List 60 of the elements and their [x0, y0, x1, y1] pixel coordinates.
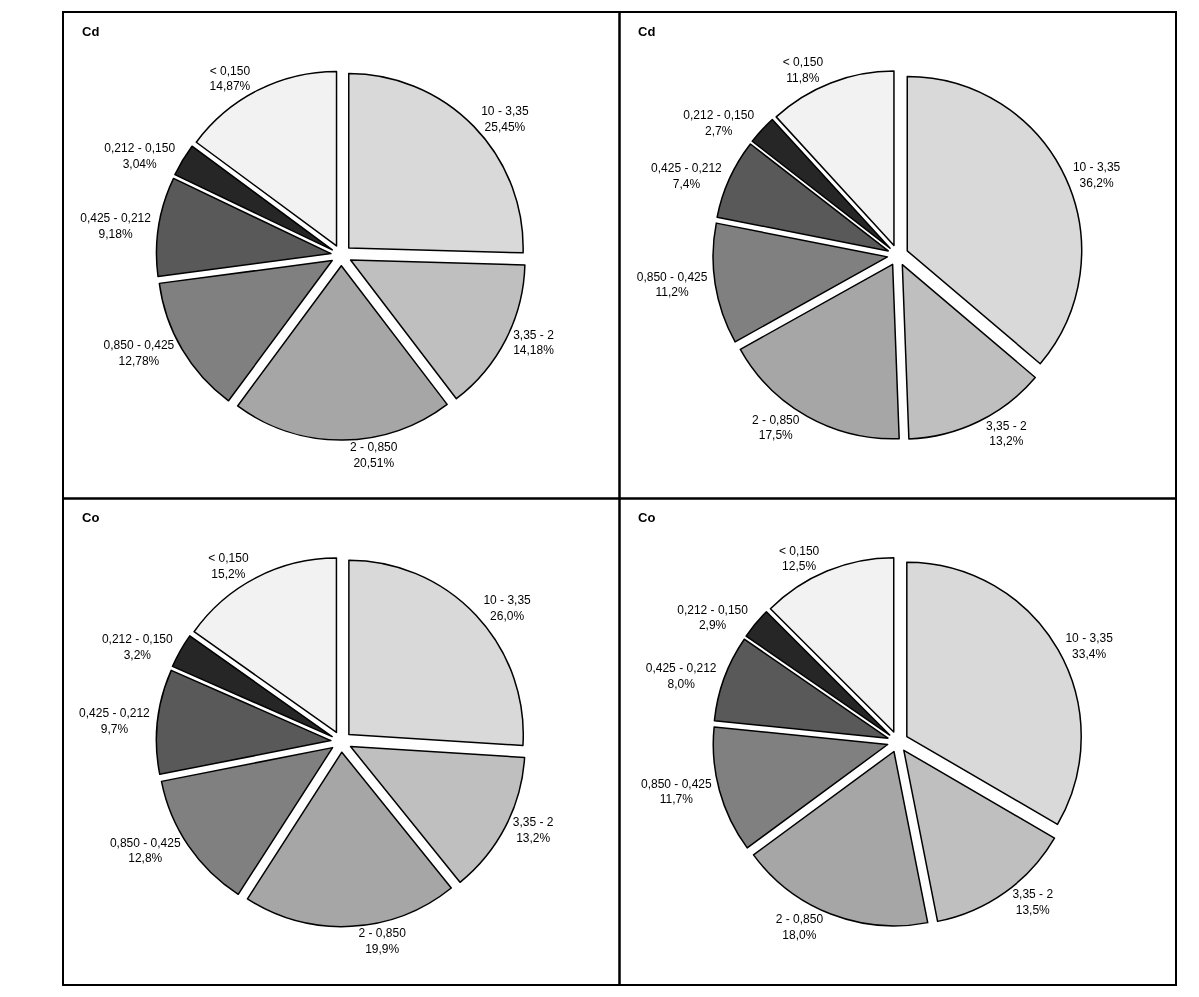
slice-label: 0,850 - 0,425	[636, 269, 708, 284]
data-label: 25,45%	[484, 119, 526, 134]
slice-label: 0,850 - 0,425	[109, 835, 181, 850]
data-label: 3,2%	[123, 647, 152, 662]
slice-label: < 0,150	[209, 63, 251, 78]
slice-label: 0,212 - 0,150	[101, 632, 173, 647]
slice-label: 0,425 - 0,212	[651, 161, 723, 176]
data-label: 11,7%	[659, 792, 694, 807]
slice-label: 0,212 - 0,150	[677, 602, 749, 617]
chart-title: Cd	[82, 24, 100, 39]
slice-label: 10 - 3,35	[481, 104, 529, 119]
slice-label: 0,850 - 0,425	[103, 338, 175, 353]
slice-label: 3,35 - 2	[513, 327, 555, 342]
data-label: 2,7%	[705, 123, 733, 138]
data-label: 15,2%	[211, 566, 246, 581]
data-label: 12,5%	[782, 559, 817, 574]
slice-label: 10 - 3,35	[483, 593, 532, 608]
chart-title: Cd	[638, 24, 656, 39]
data-label: 36,2%	[1079, 175, 1114, 190]
slice-label: < 0,150	[778, 543, 820, 558]
data-label: 7,4%	[672, 176, 701, 191]
slice-label: 3,35 - 2	[1012, 887, 1054, 902]
data-label: 11,2%	[655, 285, 689, 300]
slice-label: 0,212 - 0,150	[683, 108, 755, 123]
data-label: 9,18%	[98, 226, 133, 241]
data-label: 9,7%	[100, 722, 129, 737]
slice-label: 0,850 - 0,425	[640, 776, 713, 791]
slice-label: 2 - 0,850	[350, 440, 398, 455]
data-label: 20,51%	[353, 455, 395, 470]
data-label: 14,18%	[513, 343, 555, 358]
slice-label: 0,212 - 0,150	[104, 141, 176, 156]
slice-label: 0,425 - 0,212	[79, 706, 151, 721]
data-label: 13,2%	[989, 434, 1024, 449]
data-label: 13,5%	[1015, 902, 1051, 917]
slice-label: 3,35 - 2	[985, 418, 1027, 433]
data-label: 19,9%	[365, 941, 400, 956]
slice-label: 0,425 - 0,212	[80, 211, 152, 226]
chart-title: Co	[82, 510, 100, 525]
data-label: 11,8%	[786, 70, 820, 85]
slice-label: 10 - 3,35	[1072, 160, 1121, 175]
data-label: 12,8%	[128, 851, 163, 866]
data-label: 3,04%	[122, 156, 158, 171]
data-label: 17,5%	[758, 428, 794, 443]
slice-label: < 0,150	[208, 551, 249, 566]
chart-title: Co	[638, 510, 656, 525]
slice-label: 3,35 - 2	[512, 815, 554, 830]
slice-label: < 0,150	[782, 55, 824, 70]
data-label: 26,0%	[490, 609, 525, 624]
data-label: 13,2%	[516, 830, 551, 845]
slice-label: 10 - 3,35	[1065, 631, 1114, 646]
data-label: 8,0%	[667, 677, 696, 692]
slice-label: 2 - 0,850	[775, 912, 824, 927]
data-label: 2,9%	[698, 618, 727, 633]
data-label: 18,0%	[782, 927, 817, 942]
data-label: 33,4%	[1072, 646, 1107, 661]
slice-label: 0,425 - 0,212	[645, 661, 717, 676]
slice-label: 2 - 0,850	[752, 412, 800, 427]
data-label: 12,78%	[118, 353, 160, 368]
slice-label: 2 - 0,850	[358, 926, 407, 941]
data-label: 14,87%	[209, 79, 251, 94]
